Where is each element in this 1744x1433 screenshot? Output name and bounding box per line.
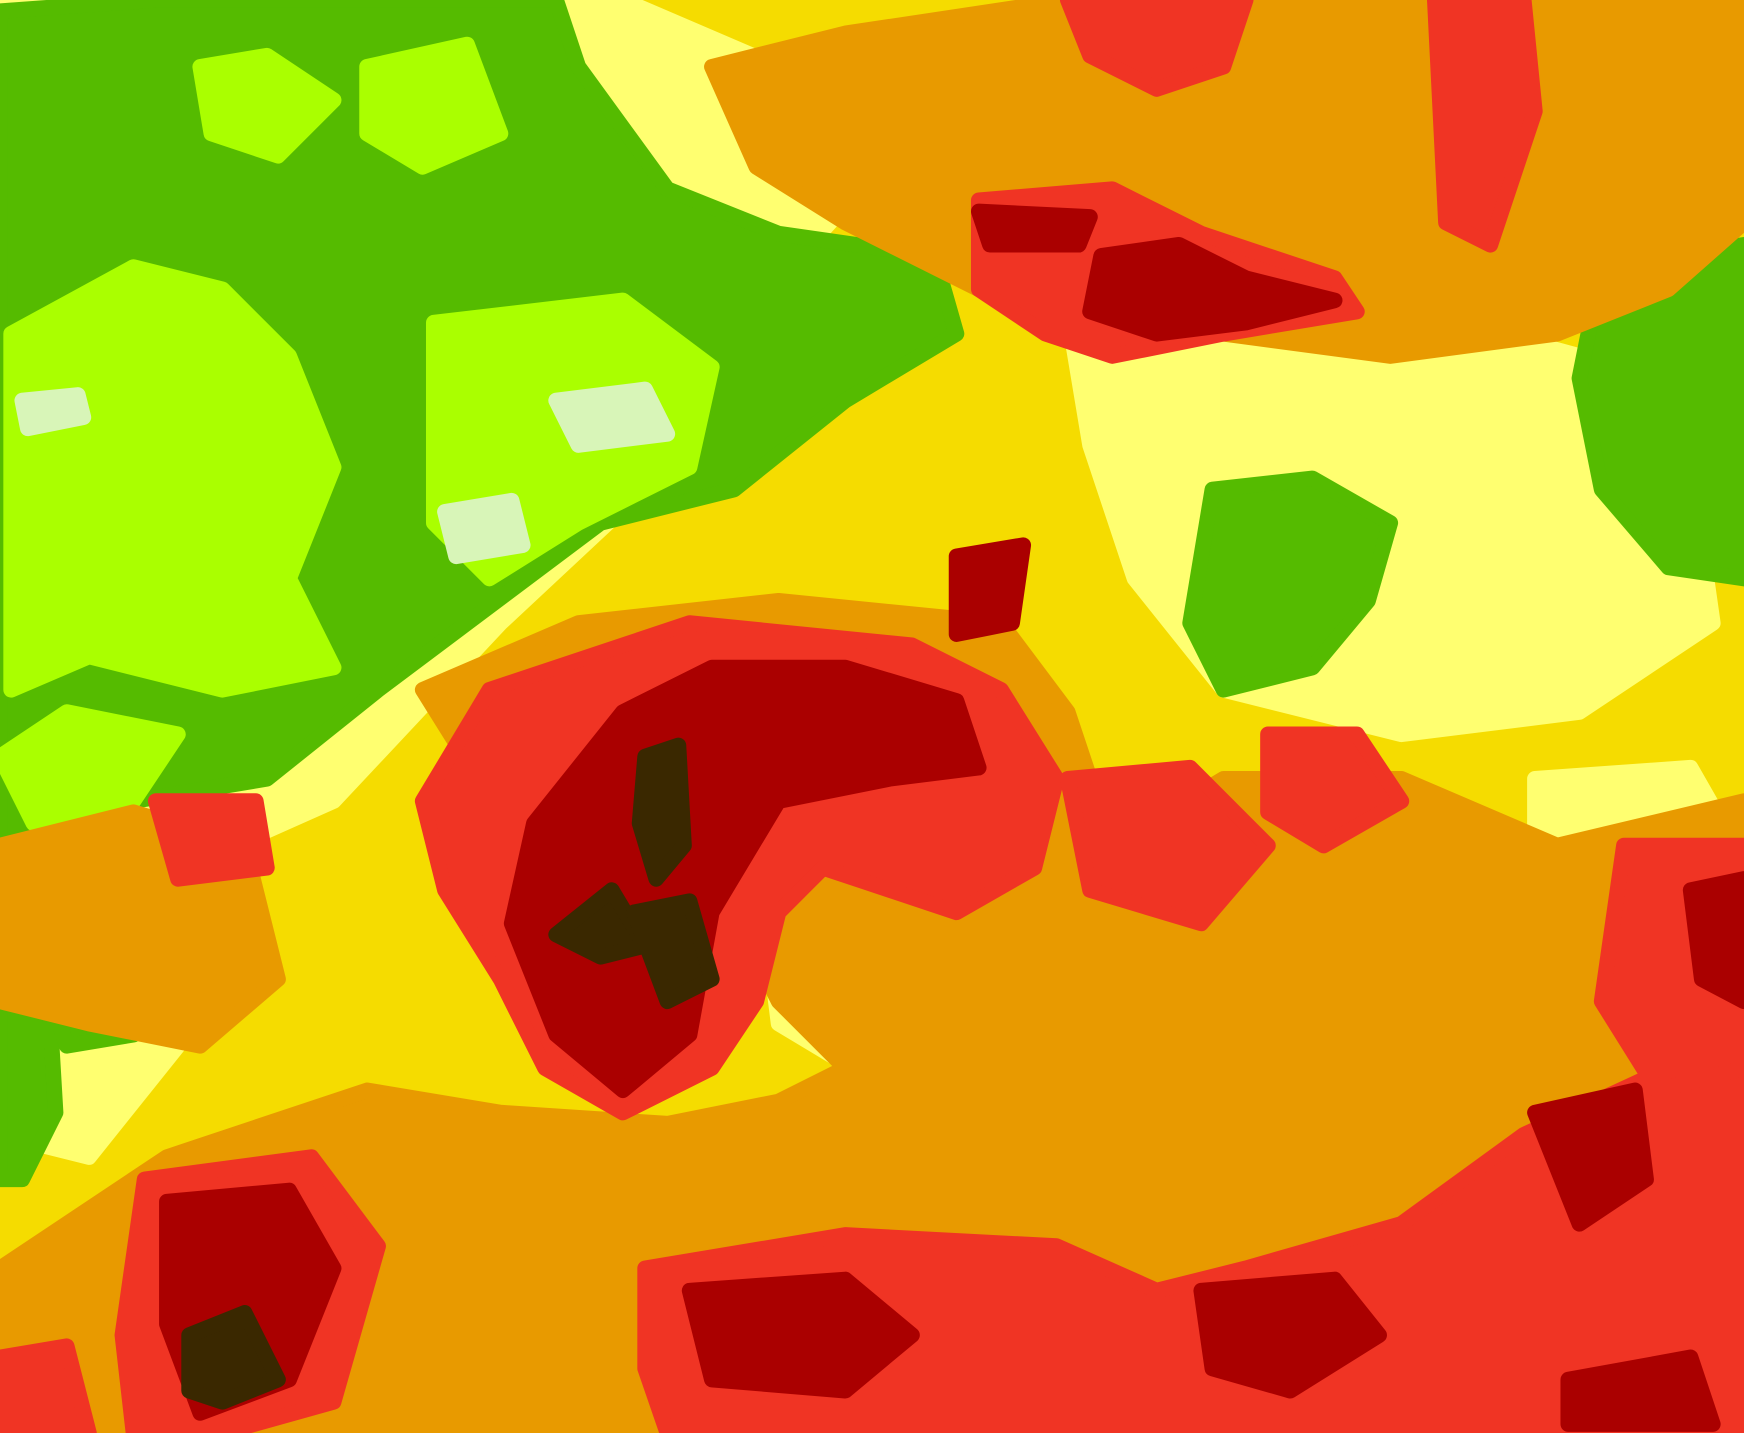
contour-region-level-2 bbox=[0, 704, 186, 832]
contour-region-level-7 bbox=[147, 793, 275, 887]
contour-region-level-7 bbox=[1059, 759, 1276, 932]
contour-region-level-3 bbox=[1182, 470, 1399, 698]
contour-region-level-1 bbox=[437, 492, 531, 565]
contour-region-level-1 bbox=[548, 381, 676, 453]
contour-region-level-8 bbox=[970, 203, 1098, 253]
contour-region-level-9 bbox=[181, 1305, 286, 1410]
contour-region-level-9 bbox=[626, 893, 720, 1010]
contour-region-level-2 bbox=[192, 47, 342, 164]
contour-region-level-7 bbox=[1059, 0, 1254, 97]
contour-region-level-7 bbox=[0, 1338, 97, 1433]
contour-region-level-2 bbox=[359, 36, 509, 175]
contour-region-level-8 bbox=[681, 1271, 920, 1399]
contour-region-level-7 bbox=[637, 1038, 1744, 1433]
contour-region-level-8 bbox=[1560, 1349, 1721, 1432]
contour-region-level-1 bbox=[14, 387, 92, 437]
contour-region-level-8 bbox=[503, 659, 987, 1099]
contour-region-level-3 bbox=[1571, 236, 1744, 587]
contour-region-level-7 bbox=[1260, 726, 1410, 854]
contour-region-level-2 bbox=[3, 259, 342, 698]
contour-region-level-8 bbox=[1193, 1271, 1387, 1399]
contour-region-level-8 bbox=[948, 537, 1032, 642]
contour-region-level-8 bbox=[1082, 236, 1343, 342]
contour-region-level-9 bbox=[631, 737, 692, 887]
contour-region-level-7 bbox=[1427, 0, 1543, 253]
contour-region-level-8 bbox=[1527, 1082, 1654, 1232]
contour-region-level-8 bbox=[1682, 871, 1744, 1010]
